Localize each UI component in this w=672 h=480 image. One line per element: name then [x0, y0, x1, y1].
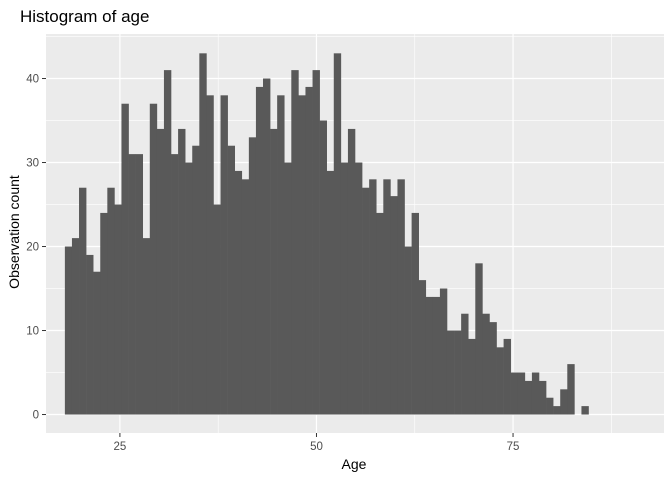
x-tick-label: 50: [310, 441, 323, 453]
histogram-bar: [227, 145, 236, 415]
histogram-bar: [298, 95, 306, 415]
histogram-bar: [192, 145, 200, 415]
histogram-bar: [397, 179, 405, 415]
x-tick-label: 25: [114, 441, 127, 453]
histogram-bar: [362, 187, 370, 415]
histogram-bar: [86, 254, 94, 415]
histogram-bar: [234, 170, 243, 415]
histogram-bar: [255, 86, 264, 415]
y-axis-ticks: 0 10 20 30 40: [26, 74, 46, 422]
y-tick-label: 0: [33, 410, 39, 422]
histogram-bar: [305, 86, 313, 415]
histogram-bar: [482, 313, 490, 415]
histogram-bar: [567, 364, 575, 415]
histogram-bars: [64, 53, 589, 415]
histogram-bar: [390, 196, 398, 415]
histogram-bar: [369, 179, 377, 415]
histogram-bar: [178, 128, 186, 415]
histogram-bar: [439, 288, 448, 415]
histogram-bar: [347, 128, 356, 415]
histogram-bar: [531, 372, 540, 415]
histogram-bar: [560, 389, 568, 415]
histogram-bar: [418, 280, 427, 415]
y-tick-label: 30: [26, 158, 39, 170]
histogram-bar: [163, 70, 172, 415]
histogram-bar: [248, 137, 257, 415]
x-tick-label: 75: [507, 441, 520, 453]
histogram-bar: [425, 296, 434, 415]
histogram-bar: [171, 154, 179, 415]
histogram-bar: [411, 212, 419, 415]
histogram-bar: [446, 330, 455, 415]
histogram-bar: [93, 271, 101, 415]
histogram-bar: [383, 179, 391, 415]
histogram-bar: [277, 95, 285, 415]
histogram-bar: [376, 212, 384, 415]
histogram-bar: [475, 263, 483, 415]
histogram-bar: [340, 162, 349, 415]
histogram-bar: [510, 372, 519, 415]
histogram-bar: [404, 246, 412, 415]
y-tick-label: 40: [26, 74, 39, 86]
histogram-bar: [149, 103, 158, 415]
histogram-bar: [64, 246, 73, 415]
histogram-bar: [524, 380, 533, 415]
histogram-bar: [79, 187, 87, 415]
histogram-bar: [199, 53, 207, 415]
histogram-bar: [220, 95, 228, 415]
x-axis-title: Age: [342, 456, 367, 472]
histogram-bar: [333, 53, 342, 415]
histogram-bar: [553, 406, 561, 415]
histogram-bar: [581, 406, 589, 415]
histogram-bar: [135, 154, 144, 415]
histogram-bar: [128, 154, 136, 415]
histogram-bar: [100, 212, 108, 415]
histogram-bar: [291, 70, 299, 415]
histogram-bar: [461, 313, 469, 415]
histogram-bar: [284, 162, 292, 415]
histogram-bar: [241, 179, 250, 415]
x-axis-ticks: 25 50 75: [114, 433, 520, 453]
histogram-bar: [213, 204, 221, 415]
histogram-bar: [185, 162, 193, 415]
y-tick-label: 20: [26, 242, 39, 254]
histogram-bar: [156, 128, 165, 415]
histogram-bar: [312, 70, 320, 415]
histogram-bar: [142, 238, 151, 415]
histogram-bar: [546, 397, 554, 415]
histogram-bar: [355, 162, 363, 415]
y-axis-title: Observation count: [6, 175, 22, 289]
histogram-bar: [503, 338, 511, 415]
histogram-bar: [517, 372, 526, 415]
histogram-bar: [263, 78, 271, 415]
histogram-bar: [454, 330, 462, 415]
histogram-bar: [432, 296, 441, 415]
histogram-bar: [107, 187, 115, 415]
histogram-bar: [270, 128, 278, 415]
y-tick-label: 10: [26, 326, 39, 338]
chart-title: Histogram of age: [20, 7, 149, 26]
histogram-bar: [468, 338, 476, 415]
histogram-bar: [319, 120, 327, 415]
histogram-bar: [538, 380, 547, 415]
histogram-bar: [114, 204, 122, 415]
histogram-bar: [71, 238, 80, 415]
histogram-bar: [326, 170, 335, 415]
histogram-bar: [206, 95, 214, 415]
histogram-bar: [121, 103, 129, 415]
histogram-bar: [489, 322, 497, 415]
histogram-bar: [496, 347, 504, 415]
